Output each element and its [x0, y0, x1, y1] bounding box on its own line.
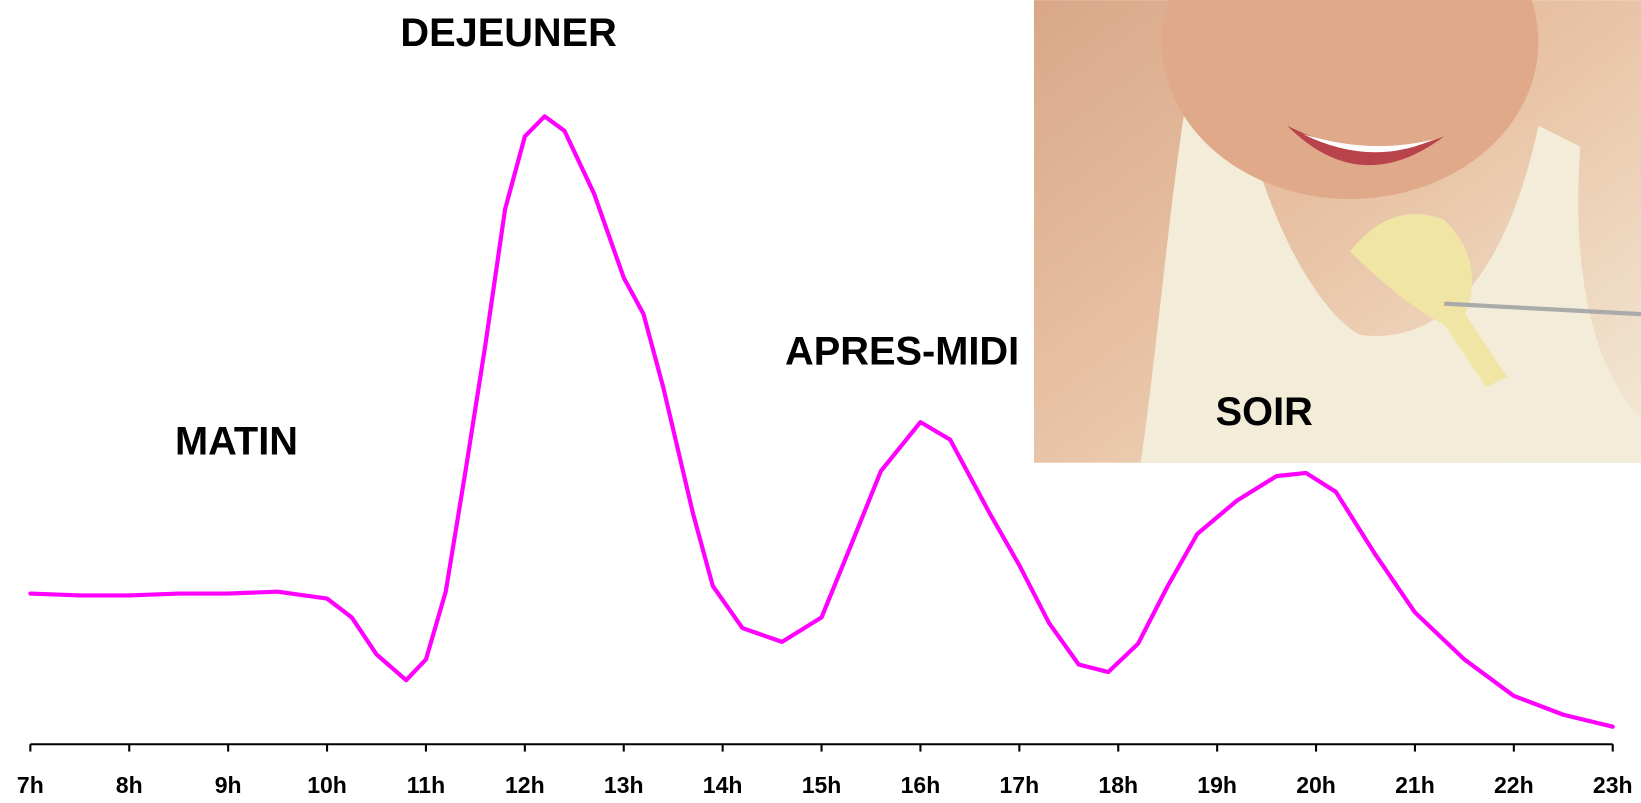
x-tick-label: 22h — [1494, 772, 1534, 798]
chart: 7h 8h 9h 10h 11h 12h 13h 14h 15h 16h 17h 18h 19h 20h 2… — [0, 0, 1641, 803]
x-ticks: 7h 8h 9h 10h 11h 12h 13h 14h 15h 16h 17h 18h 19h 20h 2… — [17, 744, 1633, 798]
x-tick-label: 23h — [1593, 772, 1633, 798]
annotation: APRES-MIDI — [785, 329, 1019, 373]
annotation: DEJEUNER — [400, 11, 616, 55]
photo — [1034, 0, 1641, 463]
x-tick-label: 17h — [1000, 772, 1040, 798]
x-tick-label: 19h — [1197, 772, 1237, 798]
x-tick-label: 9h — [215, 772, 242, 798]
x-tick-label: 11h — [407, 772, 445, 798]
x-tick-label: 15h — [802, 772, 842, 798]
x-tick-label: 8h — [116, 772, 143, 798]
x-tick-label: 7h — [17, 772, 44, 798]
x-tick-label: 18h — [1098, 772, 1138, 798]
page: {"chart_data": { "type": "line", "annota… — [0, 0, 1641, 803]
x-tick-label: 13h — [604, 772, 644, 798]
x-tick-label: 20h — [1296, 772, 1336, 798]
x-tick-label: 14h — [703, 772, 743, 798]
annotation: MATIN — [175, 419, 298, 463]
x-tick-label: 16h — [901, 772, 941, 798]
x-tick-label: 12h — [505, 772, 545, 798]
x-tick-label: 10h — [307, 772, 347, 798]
annotation: SOIR — [1216, 390, 1313, 434]
x-tick-label: 21h — [1395, 772, 1435, 798]
